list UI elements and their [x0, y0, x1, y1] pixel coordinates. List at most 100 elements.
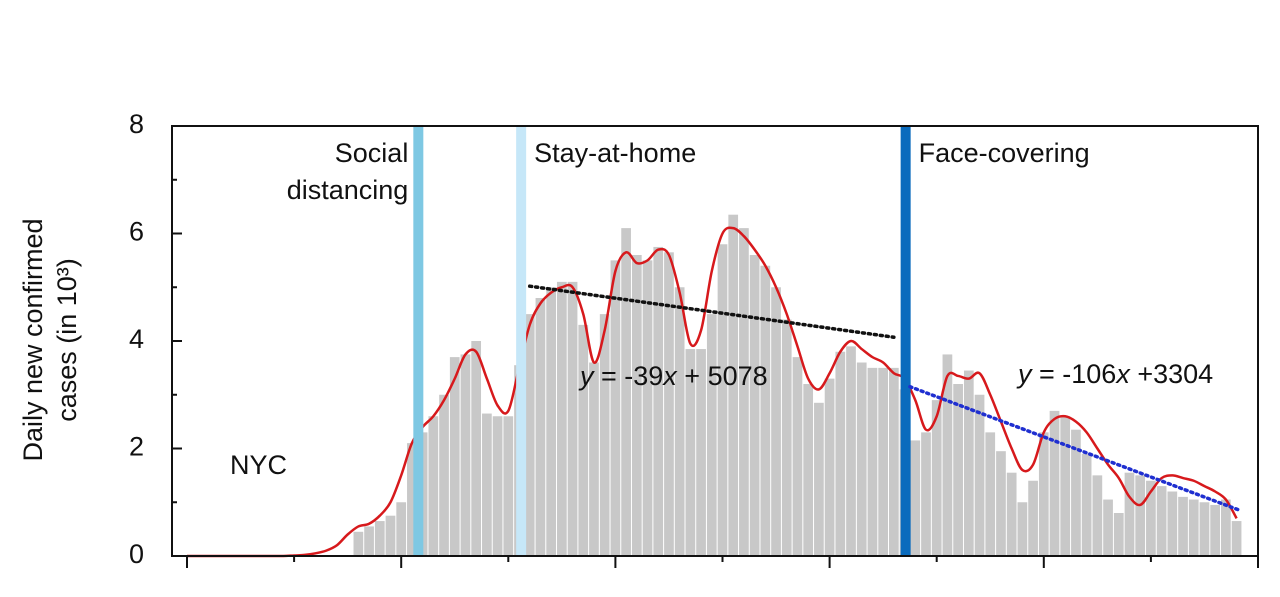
bar [728, 214, 739, 556]
bar [931, 400, 942, 556]
bar [996, 451, 1006, 556]
bar [1199, 502, 1210, 556]
bar [781, 319, 792, 556]
trend-line [527, 284, 896, 339]
bar [749, 255, 760, 556]
equation-part: x [1114, 359, 1131, 389]
bar [449, 357, 460, 556]
bar [471, 341, 482, 556]
bar [482, 413, 492, 556]
bar [546, 287, 556, 556]
equation-part: y [1016, 359, 1033, 389]
bar [664, 252, 674, 556]
bar [385, 515, 396, 556]
bar [846, 346, 856, 556]
bar [374, 521, 385, 556]
bar [653, 246, 664, 556]
bar [1103, 499, 1113, 556]
trend-equation: y = -106x +3304 [1016, 359, 1213, 389]
bar [1006, 472, 1017, 556]
y-tick-label: 0 [129, 539, 144, 569]
bar [910, 440, 921, 556]
annotation: NYC [230, 450, 287, 480]
intervention-label: Stay-at-home [534, 138, 696, 168]
bar [589, 362, 599, 556]
bar [439, 394, 449, 556]
bar [1156, 486, 1167, 556]
equation-part: + 5078 [677, 361, 768, 391]
equation-part: = -39 [594, 361, 664, 391]
bar [1071, 429, 1081, 556]
bar [1188, 499, 1199, 556]
bar [1167, 491, 1178, 556]
y-axis-title: Daily new confirmed cases (in 10³) [18, 218, 82, 461]
bar [942, 354, 953, 556]
bar [1210, 504, 1221, 556]
bar [1060, 416, 1071, 556]
bar [556, 281, 567, 556]
bar [1049, 410, 1060, 556]
intervention-label: distancing [287, 175, 409, 205]
bar [1146, 480, 1156, 556]
y-tick-label: 8 [129, 109, 144, 139]
y-tick-label: 6 [129, 217, 144, 247]
bar [1028, 480, 1038, 556]
bar [621, 228, 631, 556]
bar [739, 228, 749, 556]
bar [642, 260, 653, 556]
bar [524, 314, 535, 556]
bar [1124, 472, 1135, 556]
bar [1135, 475, 1146, 556]
trend-equation: y = -39x + 5078 [578, 361, 768, 391]
bar [835, 351, 846, 556]
bar [1081, 453, 1092, 556]
y-axis-title-line: Daily new confirmed [18, 218, 48, 461]
bar [1113, 513, 1124, 556]
bar [760, 265, 771, 556]
equation-part: = -106 [1032, 359, 1117, 389]
y-axis-title-line: cases (in 10³) [52, 258, 82, 422]
bar [814, 402, 824, 556]
bar [674, 287, 685, 556]
bar [396, 502, 407, 556]
bar [631, 255, 642, 556]
bar [428, 416, 439, 556]
bar [889, 367, 899, 556]
bar [460, 354, 471, 556]
bar [985, 432, 996, 556]
bar [878, 367, 889, 556]
bar [921, 432, 931, 556]
bar [706, 314, 717, 556]
bar [953, 384, 963, 556]
intervention-label: Social [335, 138, 409, 168]
bar [824, 378, 835, 556]
bar [1178, 496, 1188, 556]
bar [867, 367, 878, 556]
bar [407, 443, 417, 556]
bar [610, 260, 621, 556]
bar [1092, 475, 1103, 556]
bar [1017, 502, 1028, 556]
bar [364, 526, 374, 556]
intervention-label: Face-covering [919, 138, 1090, 168]
smooth-line [186, 226, 1238, 558]
bar [696, 349, 706, 556]
bar [599, 314, 610, 556]
bar [1038, 432, 1049, 556]
bar [503, 416, 514, 556]
trend-line [908, 384, 1242, 513]
bar [567, 281, 578, 556]
bar [492, 416, 503, 556]
y-tick-label: 2 [129, 432, 144, 462]
bar [685, 349, 696, 556]
equation-part: +3304 [1130, 359, 1213, 389]
bar [856, 362, 867, 556]
equation-part: y [578, 361, 595, 391]
bar [974, 394, 985, 556]
bar [771, 287, 781, 556]
bar [353, 531, 364, 556]
bar [963, 370, 974, 556]
bar [717, 244, 728, 556]
